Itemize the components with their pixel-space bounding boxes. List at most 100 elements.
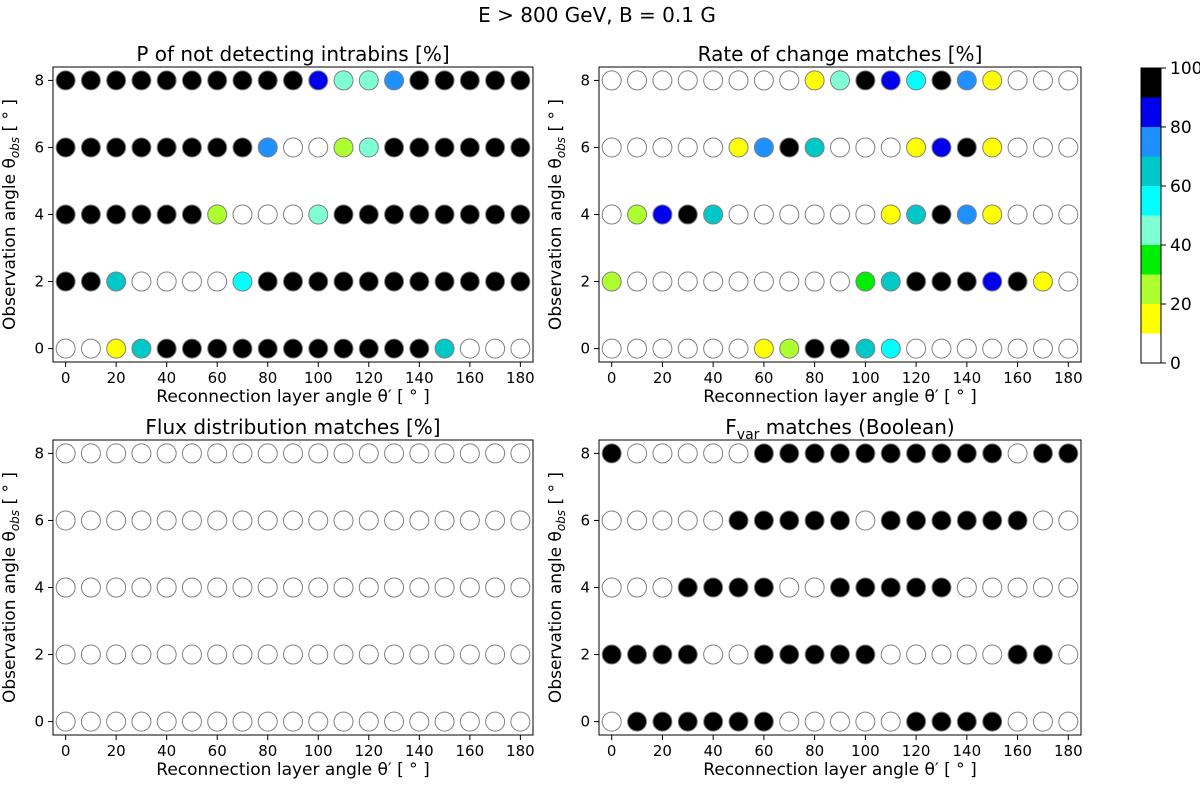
data-point <box>434 510 455 531</box>
data-point <box>1007 443 1028 464</box>
colorbar-tick-label: 20 <box>1170 295 1192 315</box>
data-point <box>409 338 430 359</box>
data-point <box>409 711 430 732</box>
data-point <box>80 70 101 91</box>
data-point <box>1032 510 1053 531</box>
colorbar-band <box>1141 215 1161 245</box>
y-label-part: Observation angle θ <box>546 158 566 330</box>
data-point <box>358 510 379 531</box>
data-point <box>830 711 850 732</box>
data-point <box>207 577 228 598</box>
y-tick-label: 6 <box>34 511 44 529</box>
y-label-subscript: obs <box>8 137 22 158</box>
data-point <box>333 510 354 531</box>
data-point <box>308 443 329 464</box>
data-point <box>106 204 127 225</box>
data-point <box>510 577 531 598</box>
data-point <box>1007 577 1028 598</box>
data-point <box>982 204 1003 225</box>
data-point <box>207 443 228 464</box>
data-point <box>627 644 648 665</box>
data-point <box>830 577 850 598</box>
data-point <box>131 204 152 225</box>
data-point <box>677 338 698 359</box>
colorbar-band <box>1141 333 1161 363</box>
data-point <box>358 711 379 732</box>
data-point <box>601 137 622 158</box>
data-point <box>627 711 648 732</box>
data-point <box>80 510 101 531</box>
data-point <box>677 510 698 531</box>
data-point <box>80 271 101 292</box>
data-point <box>1032 204 1053 225</box>
y-tick-label: 4 <box>580 579 590 597</box>
data-point <box>1032 577 1053 598</box>
data-point <box>55 204 76 225</box>
data-point <box>677 644 698 665</box>
x-tick-label: 20 <box>653 369 672 387</box>
data-point <box>384 338 405 359</box>
data-point <box>753 644 774 665</box>
data-point <box>703 338 724 359</box>
data-point <box>956 510 977 531</box>
data-point <box>601 70 622 91</box>
data-point <box>652 644 673 665</box>
panel-1: P of not detecting intrabins [%]0 20 40 60 8… <box>0 42 535 407</box>
data-point <box>384 70 405 91</box>
data-point <box>308 644 329 665</box>
x-tick-label: 160 <box>456 369 485 387</box>
data-point <box>1058 644 1079 665</box>
data-point <box>601 510 622 531</box>
data-point <box>55 70 76 91</box>
data-point <box>485 70 506 91</box>
data-point <box>434 204 455 225</box>
data-point <box>257 644 278 665</box>
data-point <box>358 137 379 158</box>
data-point <box>459 271 480 292</box>
data-point <box>106 271 127 292</box>
x-tick-label: 0 <box>607 742 617 760</box>
data-point <box>510 338 531 359</box>
x-tick-label: 20 <box>653 742 672 760</box>
y-label-part: Observation angle θ <box>0 158 20 330</box>
data-point <box>804 644 825 665</box>
y-label-part: Observation angle θ <box>546 531 566 703</box>
y-tick-label: 2 <box>580 646 590 664</box>
data-point <box>982 137 1003 158</box>
data-point <box>232 137 253 158</box>
data-point <box>652 137 673 158</box>
y-tick-label: 2 <box>34 273 44 291</box>
data-point <box>131 510 152 531</box>
x-tick-label: 40 <box>704 742 723 760</box>
title-main: F <box>725 415 737 439</box>
y-label-part: Observation angle θ <box>0 531 20 703</box>
data-point <box>384 204 405 225</box>
x-tick-label: 120 <box>902 742 931 760</box>
y-tick-label: 8 <box>34 444 44 462</box>
data-point <box>434 644 455 665</box>
data-point <box>956 137 977 158</box>
data-point <box>333 70 354 91</box>
y-tick-label: 0 <box>580 340 590 358</box>
data-point <box>409 577 430 598</box>
data-point <box>1058 443 1079 464</box>
data-point <box>131 338 152 359</box>
data-point <box>485 711 506 732</box>
x-tick-label: 100 <box>851 369 880 387</box>
panel-3: Flux distribution matches [%]0 20 40 60 80 10… <box>0 415 535 780</box>
data-point <box>409 271 430 292</box>
data-point <box>459 510 480 531</box>
data-point <box>906 510 927 531</box>
data-point <box>728 443 749 464</box>
data-point <box>131 443 152 464</box>
data-point <box>728 204 749 225</box>
data-point <box>1058 577 1079 598</box>
data-point <box>804 137 825 158</box>
data-point <box>459 70 480 91</box>
data-point <box>728 711 749 732</box>
x-tick-label: 0 <box>61 369 71 387</box>
data-point <box>779 711 800 732</box>
colorbar: 0 20 40 60 80 100 <box>1140 59 1200 374</box>
data-point <box>703 644 724 665</box>
